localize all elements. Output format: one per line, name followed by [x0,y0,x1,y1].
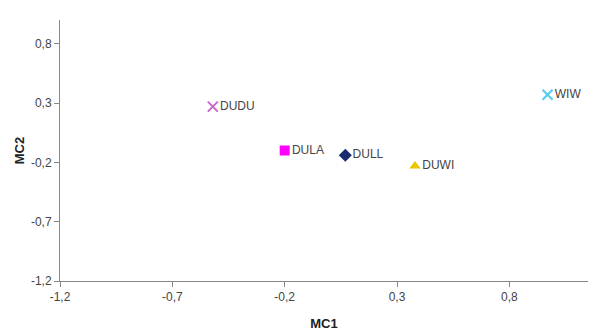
svg-text:0,8: 0,8 [501,290,518,304]
svg-text:DULA: DULA [292,143,324,157]
svg-text:DUDU: DUDU [220,99,255,113]
svg-text:0,8: 0,8 [35,37,52,51]
svg-text:DULL: DULL [353,147,384,161]
svg-text:WIW: WIW [555,87,582,101]
svg-text:-0,2: -0,2 [274,290,295,304]
svg-text:DUWI: DUWI [422,158,454,172]
svg-text:-0,7: -0,7 [162,290,183,304]
svg-text:MC2: MC2 [12,137,27,164]
svg-text:-1,2: -1,2 [31,274,52,288]
svg-text:MC1: MC1 [310,316,337,331]
svg-text:-0,7: -0,7 [31,215,52,229]
svg-text:-1,2: -1,2 [50,290,71,304]
svg-text:-0,2: -0,2 [31,156,52,170]
svg-text:0,3: 0,3 [389,290,406,304]
svg-text:0,3: 0,3 [35,96,52,110]
